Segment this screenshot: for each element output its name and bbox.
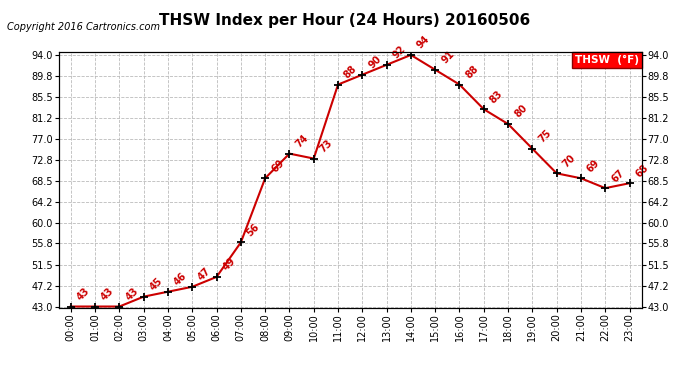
Text: 46: 46 xyxy=(172,271,189,288)
Text: 92: 92 xyxy=(391,44,407,61)
Text: 43: 43 xyxy=(75,286,92,302)
Text: THSW  (°F): THSW (°F) xyxy=(575,55,639,65)
Text: 74: 74 xyxy=(294,133,310,150)
Text: 90: 90 xyxy=(366,54,383,70)
Text: 80: 80 xyxy=(512,103,529,120)
Text: 94: 94 xyxy=(415,34,432,51)
Text: 69: 69 xyxy=(585,158,602,174)
Text: 91: 91 xyxy=(440,49,456,66)
Text: 45: 45 xyxy=(148,276,164,292)
Text: 69: 69 xyxy=(269,158,286,174)
Text: 73: 73 xyxy=(318,138,335,154)
Text: 70: 70 xyxy=(561,153,578,169)
Text: THSW Index per Hour (24 Hours) 20160506: THSW Index per Hour (24 Hours) 20160506 xyxy=(159,13,531,28)
Text: 56: 56 xyxy=(245,222,262,238)
Text: Copyright 2016 Cartronics.com: Copyright 2016 Cartronics.com xyxy=(7,22,160,33)
Text: 88: 88 xyxy=(464,64,480,80)
Text: 68: 68 xyxy=(633,162,651,179)
Text: 49: 49 xyxy=(221,256,237,273)
Text: 75: 75 xyxy=(537,128,553,144)
Text: 67: 67 xyxy=(609,167,626,184)
Text: 43: 43 xyxy=(124,286,140,302)
Text: 83: 83 xyxy=(488,88,504,105)
Text: 43: 43 xyxy=(99,286,116,302)
Text: 47: 47 xyxy=(197,266,213,283)
Text: 88: 88 xyxy=(342,64,359,80)
